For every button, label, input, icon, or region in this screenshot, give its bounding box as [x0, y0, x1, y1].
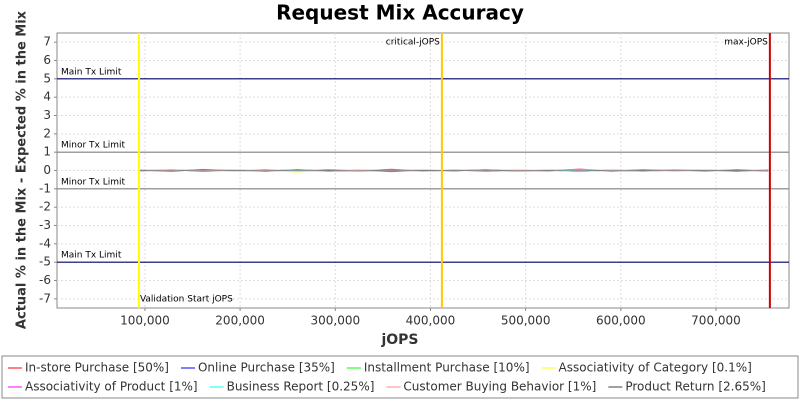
- limit-label: Minor Tx Limit: [61, 177, 126, 187]
- y-axis-title: Actual % in the Mix - Expected % in the …: [15, 10, 30, 329]
- y-tick-label: -4: [39, 236, 51, 250]
- limit-label: Main Tx Limit: [61, 251, 122, 261]
- y-tick-label: 5: [43, 71, 51, 85]
- series-line: [140, 169, 769, 172]
- legend-label: Product Return [2.65%]: [625, 380, 766, 394]
- limit-label: Main Tx Limit: [61, 67, 122, 77]
- limit-label: Minor Tx Limit: [61, 141, 126, 151]
- x-tick-label: 500,000: [501, 314, 551, 328]
- y-tick-label: 7: [43, 35, 51, 49]
- y-tick-label: -5: [39, 255, 51, 269]
- legend-label: Customer Buying Behavior [1%]: [403, 380, 596, 394]
- y-tick-label: 2: [43, 126, 51, 140]
- x-tick-label: 100,000: [120, 314, 170, 328]
- legend-label: Associativity of Category [0.1%]: [559, 361, 752, 375]
- y-tick-label: 4: [43, 90, 51, 104]
- y-tick-label: 1: [43, 145, 51, 159]
- legend-label: Online Purchase [35%]: [198, 361, 335, 375]
- y-tick-label: -3: [39, 218, 51, 232]
- y-tick-label: -2: [39, 200, 51, 214]
- y-tick-label: -6: [39, 273, 51, 287]
- x-tick-label: 400,000: [406, 314, 456, 328]
- y-tick-label: 6: [43, 53, 51, 67]
- y-tick-label: 3: [43, 108, 51, 122]
- legend-label: Installment Purchase [10%]: [364, 361, 530, 375]
- legend: [1, 355, 799, 399]
- y-tick-label: -1: [39, 181, 51, 195]
- y-tick-label: 0: [43, 163, 51, 177]
- legend-label: Associativity of Product [1%]: [25, 380, 198, 394]
- marker-label: max-jOPS: [724, 38, 768, 48]
- y-tick-label: -7: [39, 291, 51, 305]
- x-tick-label: 700,000: [691, 314, 741, 328]
- marker-label: critical-jOPS: [386, 38, 440, 48]
- chart-title: Request Mix Accuracy: [276, 1, 524, 25]
- x-tick-label: 600,000: [596, 314, 646, 328]
- legend-label: In-store Purchase [50%]: [25, 361, 169, 375]
- x-tick-label: 300,000: [310, 314, 360, 328]
- x-tick-label: 200,000: [215, 314, 265, 328]
- x-axis-title: jOPS: [380, 332, 418, 348]
- marker-label: Validation Start jOPS: [140, 295, 233, 305]
- legend-label: Business Report [0.25%]: [227, 380, 375, 394]
